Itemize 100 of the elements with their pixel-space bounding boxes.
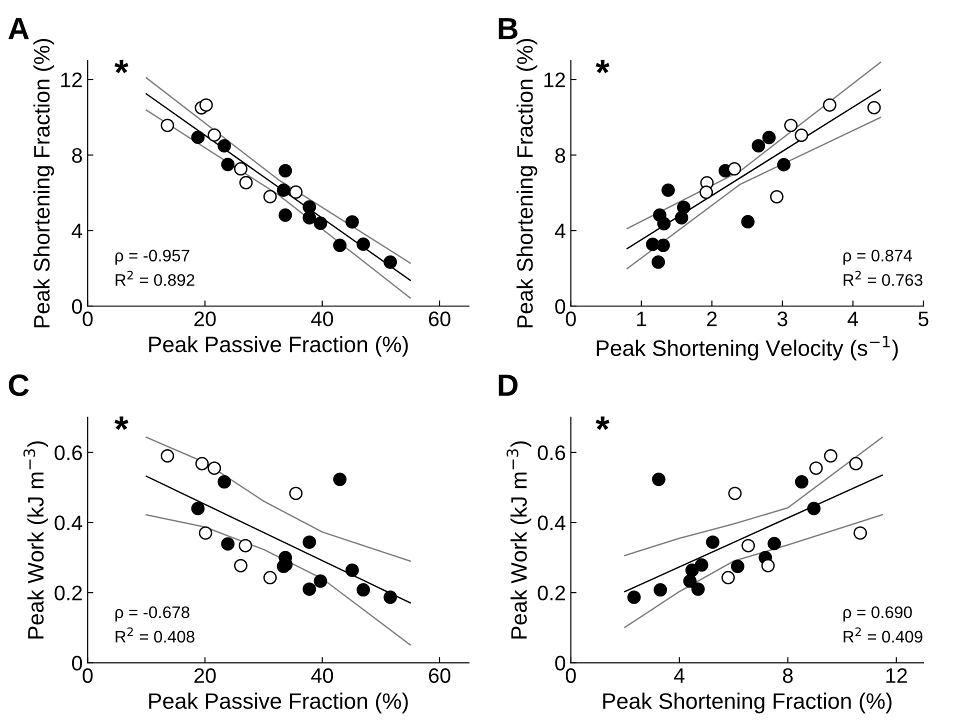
point [218,139,232,153]
point [221,158,235,172]
y-tick-label: 12 [544,72,565,88]
x-tick-label: 0 [566,312,576,326]
annotation: ρ = 0.690 [843,606,912,622]
y-tick-label: 0.2 [54,586,82,600]
point [652,255,666,269]
annotation: * [596,416,610,430]
point [384,255,397,269]
x-tick-label: 5 [918,312,928,326]
point [234,558,248,572]
point [728,486,742,500]
x-axis-title: Peak Passive Fraction (%) [149,692,408,714]
point [191,502,205,516]
point [263,190,277,204]
point [652,472,666,486]
point [728,162,742,176]
point [356,237,370,251]
point [627,590,641,604]
point [822,98,836,112]
point [685,564,699,577]
x-tick-label: 20 [194,312,216,326]
point [160,118,174,132]
point [234,162,248,176]
y-tick-label: 4 [72,224,82,238]
y-tick-label: 0 [555,656,566,671]
y-tick-label: 0.6 [54,445,82,460]
y-tick-label: 0 [555,299,566,314]
point [691,582,705,596]
point [239,176,253,190]
point [345,215,359,229]
y-tick-label: 12 [61,72,82,88]
x-tick-label: 12 [886,668,907,683]
x-tick-label: 60 [429,312,450,326]
chart-title: B [498,18,518,40]
point [700,186,713,199]
point [654,583,668,597]
x-tick-label: 60 [429,668,450,683]
y-tick-label: 4 [554,224,566,238]
annotation: ρ = -0.957 [115,250,190,265]
x-axis-title: Peak Shortening Velocity (s$^{−1}$) [596,336,898,360]
annotation: R$^{2}$ = 0.409 [844,627,922,643]
point [289,486,303,500]
point [199,98,213,112]
point [314,574,328,588]
point [208,461,222,475]
point [768,536,781,550]
point [278,164,292,178]
annotation: ρ = -0.678 [115,606,190,622]
point [730,560,744,574]
point [221,537,235,551]
point [867,100,881,114]
point [752,139,766,153]
point [218,475,232,489]
chart-title: D [498,374,518,396]
point [238,538,252,552]
point [191,130,205,144]
x-tick-label: 4 [674,668,685,683]
point [661,183,675,197]
chart-title: C [8,374,29,396]
point [770,190,784,204]
annotation: R$^{2}$ = 0.763 [844,270,922,286]
point [384,590,397,604]
chart-title: A [8,18,29,40]
point [160,449,174,463]
point [302,582,316,596]
point [742,538,755,552]
point [761,558,775,572]
point [762,130,776,144]
point [854,526,867,540]
point [302,200,316,214]
point [198,526,212,540]
point [824,449,838,463]
point [656,238,670,252]
y-tick-label: 0.4 [54,516,82,530]
x-tick-label: 0 [566,668,576,683]
point [646,238,660,252]
x-tick-label: 0 [82,668,93,683]
point [794,475,808,489]
point [706,535,720,549]
y-tick-label: 0 [72,656,82,671]
x-tick-label: 20 [194,668,216,683]
y-tick-label: 0 [72,299,82,314]
point [676,200,690,214]
point [263,570,277,584]
point [721,570,735,584]
point [356,583,370,597]
point [333,472,347,486]
y-tick-label: 0.4 [538,516,566,530]
point [314,216,328,230]
point [208,128,222,142]
point [195,456,209,470]
y-axis-title: Peak Work (kJ m$^{−3}$) [23,441,48,638]
point [741,215,755,228]
point [809,461,823,475]
x-tick-label: 1 [637,312,646,326]
y-axis-title: Peak Work (kJ m$^{−3}$) [506,441,532,638]
line-series [624,436,883,556]
point [278,208,292,222]
point [849,456,863,470]
